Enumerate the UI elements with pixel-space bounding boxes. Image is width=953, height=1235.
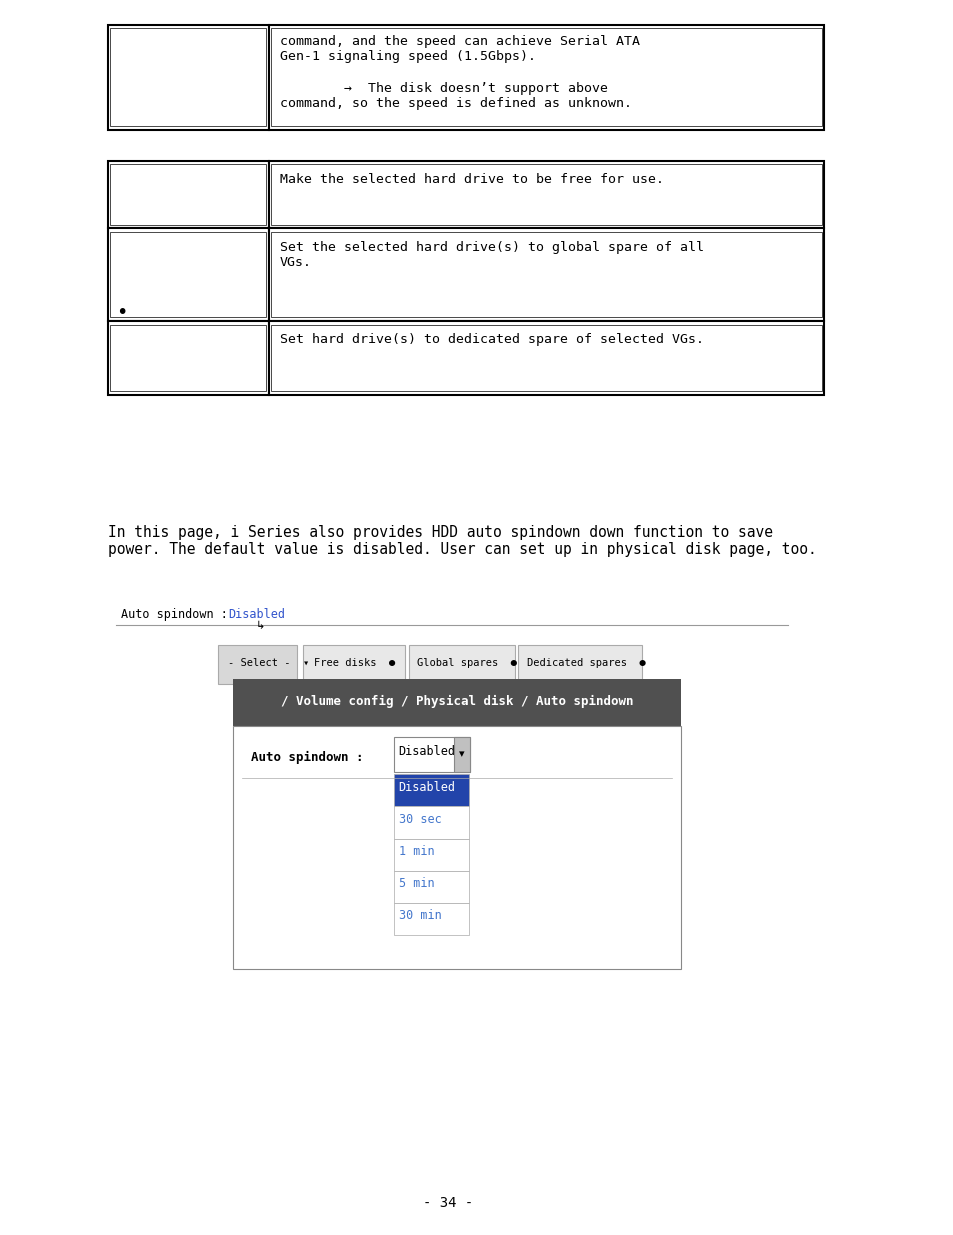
- Text: Free disks  ●: Free disks ●: [314, 658, 395, 668]
- Bar: [394, 903, 469, 935]
- Bar: [233, 726, 680, 969]
- Bar: [108, 321, 269, 395]
- Text: ↳: ↳: [255, 621, 264, 631]
- Bar: [394, 839, 469, 871]
- Text: 30 sec: 30 sec: [398, 813, 441, 826]
- Text: - 34 -: - 34 -: [422, 1197, 473, 1210]
- Text: - Select -  ▾: - Select - ▾: [228, 658, 310, 668]
- Text: Auto spindown :: Auto spindown :: [121, 608, 228, 621]
- Bar: [272, 28, 821, 126]
- Bar: [394, 737, 470, 772]
- Text: 30 min: 30 min: [398, 909, 441, 923]
- Text: Set the selected hard drive(s) to global spare of all
VGs.: Set the selected hard drive(s) to global…: [279, 241, 702, 269]
- Bar: [269, 228, 823, 321]
- FancyBboxPatch shape: [302, 645, 404, 684]
- Text: / Volume config / Physical disk / Auto spindown: / Volume config / Physical disk / Auto s…: [280, 695, 633, 708]
- Bar: [111, 325, 266, 391]
- Bar: [233, 679, 680, 726]
- Bar: [394, 806, 469, 839]
- Bar: [269, 25, 823, 130]
- Text: In this page, i Series also provides HDD auto spindown down function to save
pow: In this page, i Series also provides HDD…: [108, 525, 816, 557]
- Text: 5 min: 5 min: [398, 877, 434, 890]
- Bar: [394, 774, 469, 806]
- Bar: [108, 161, 269, 228]
- Text: command, and the speed can achieve Serial ATA
Gen-1 signaling speed (1.5Gbps).: command, and the speed can achieve Seria…: [279, 35, 639, 63]
- Bar: [108, 25, 269, 130]
- Bar: [111, 164, 266, 225]
- FancyBboxPatch shape: [217, 645, 297, 684]
- Text: Disabled: Disabled: [398, 781, 456, 794]
- Bar: [272, 164, 821, 225]
- Bar: [272, 232, 821, 317]
- Text: •: •: [116, 303, 128, 321]
- Bar: [111, 28, 266, 126]
- Bar: [269, 161, 823, 228]
- Bar: [454, 737, 470, 772]
- Text: Global spares  ●: Global spares ●: [416, 658, 516, 668]
- Text: Dedicated spares  ●: Dedicated spares ●: [526, 658, 645, 668]
- Bar: [394, 871, 469, 903]
- Bar: [111, 232, 266, 317]
- Text: Make the selected hard drive to be free for use.: Make the selected hard drive to be free …: [279, 173, 663, 186]
- FancyBboxPatch shape: [517, 645, 641, 684]
- Bar: [269, 321, 823, 395]
- Text: Disabled: Disabled: [228, 608, 285, 621]
- Text: ▾: ▾: [459, 750, 465, 760]
- Bar: [272, 325, 821, 391]
- Text: Disabled: Disabled: [398, 745, 456, 758]
- Text: 1 min: 1 min: [398, 845, 434, 858]
- Text: Set hard drive(s) to dedicated spare of selected VGs.: Set hard drive(s) to dedicated spare of …: [279, 333, 702, 347]
- Text: Auto spindown :: Auto spindown :: [251, 751, 363, 764]
- Text: →  The disk doesn’t support above
command, so the speed is defined as unknown.: → The disk doesn’t support above command…: [279, 82, 631, 110]
- Bar: [108, 228, 269, 321]
- FancyBboxPatch shape: [408, 645, 515, 684]
